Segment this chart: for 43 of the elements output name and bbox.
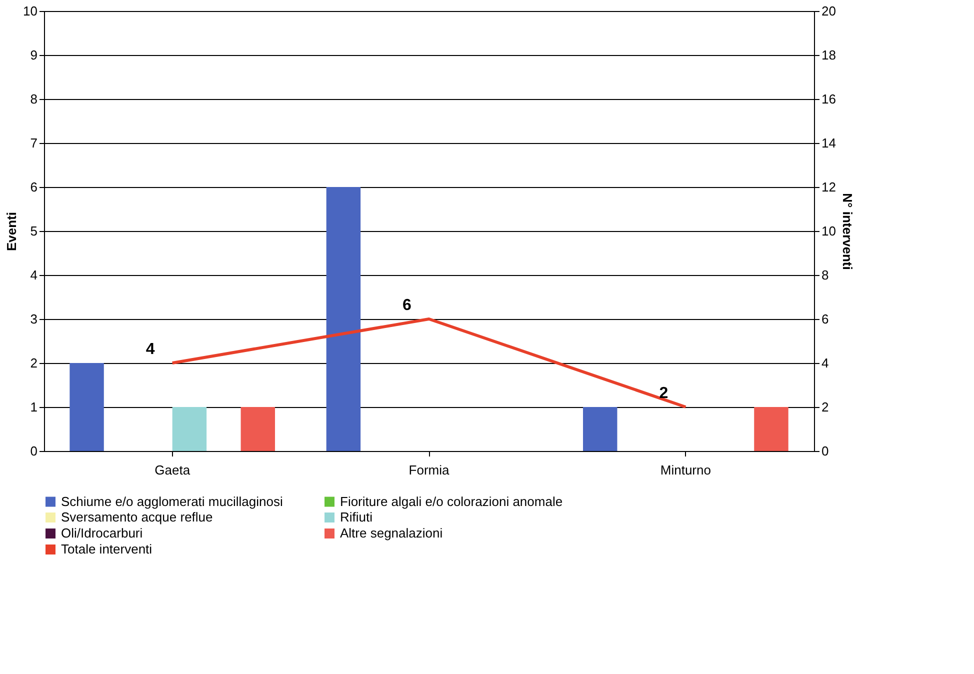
y2-tick-label: 16 [822, 92, 836, 106]
y-tick-label: 8 [30, 92, 38, 106]
legend-label: Totale interventi [61, 542, 152, 556]
data-label: 6 [402, 297, 412, 314]
data-label: 4 [146, 341, 155, 358]
y-tick-label: 7 [30, 136, 38, 150]
y2-tick-label: 0 [822, 444, 829, 458]
data-label: 2 [659, 385, 668, 402]
y2-tick-label: 14 [822, 136, 836, 150]
y2-tick-label: 20 [822, 4, 836, 18]
y-tick-label: 10 [23, 4, 38, 18]
y2-tick-label: 10 [822, 224, 836, 238]
legend-label: Fioriture algali e/o colorazioni anomale [340, 494, 563, 509]
y2-tick-label: 12 [822, 180, 836, 194]
legend-label: Rifiuti [340, 510, 373, 524]
bar [70, 363, 104, 451]
bar [326, 187, 361, 451]
y2-tick-label: 18 [822, 48, 836, 62]
y-tick-label: 5 [30, 224, 38, 238]
bar [240, 407, 275, 451]
y-tick-label: 4 [30, 268, 38, 282]
legend-label: Oli/Idrocarburi [61, 526, 143, 540]
y-tick-label: 1 [30, 400, 38, 414]
y2-tick-label: 4 [822, 356, 829, 370]
legend-label: Sversamento acque reflue [61, 510, 213, 524]
y-axis-title: Eventi [4, 212, 20, 252]
legend-label: Altre segnalazioni [340, 526, 443, 540]
legend-label: Schiume e/o agglomerati mucillaginosi [61, 494, 283, 509]
bar [583, 407, 618, 451]
x-tick-label: Formia [408, 462, 450, 478]
y-tick-label: 6 [30, 180, 38, 194]
bar [754, 407, 788, 451]
y2-tick-label: 2 [822, 400, 829, 414]
y-tick-label: 0 [30, 444, 38, 458]
y2-tick-label: 6 [822, 312, 829, 326]
y2-axis-title: N° interventi [840, 193, 855, 270]
y2-tick-label: 8 [822, 268, 829, 282]
y-tick-label: 9 [30, 48, 38, 62]
x-tick-label: Gaeta [154, 462, 191, 478]
bar [172, 407, 207, 451]
x-tick-label: Minturno [660, 462, 711, 478]
y-tick-label: 2 [30, 356, 38, 370]
y-tick-label: 3 [30, 312, 38, 326]
